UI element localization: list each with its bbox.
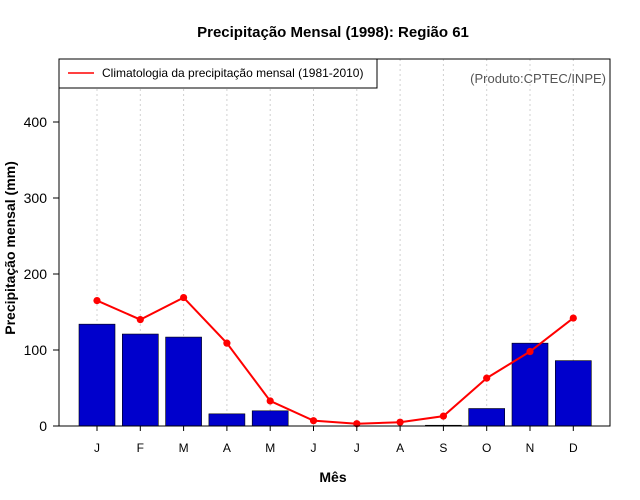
- bar-10: [511, 342, 549, 427]
- climatology-point-7: [396, 418, 404, 426]
- bar-series: [78, 323, 592, 427]
- bar-9: [468, 408, 506, 427]
- x-tick-label: M: [265, 441, 275, 455]
- climatology-series: [93, 293, 577, 428]
- legend: Climatologia da precipitação mensal (198…: [58, 58, 378, 89]
- y-axis-label: Precipitação mensal (mm): [2, 161, 18, 335]
- y-tick-label: 300: [24, 190, 48, 206]
- x-tick-label: S: [439, 441, 447, 455]
- x-tick-label: A: [396, 441, 404, 455]
- y-axis: 0 100 200 300 400: [24, 114, 59, 434]
- climatology-point-11: [569, 314, 577, 322]
- climatology-point-5: [309, 417, 318, 425]
- climatology-point-8: [439, 412, 447, 420]
- x-tick-label: M: [179, 441, 189, 455]
- climatology-point-0: [93, 297, 101, 305]
- legend-box: [58, 58, 378, 89]
- climatology-point-4: [266, 397, 274, 405]
- climatology-point-9: [483, 374, 491, 382]
- bar-4: [251, 410, 289, 427]
- y-tick-label: 0: [39, 418, 47, 434]
- x-tick-label: F: [137, 441, 144, 455]
- chart-title: Precipitação Mensal (1998): Região 61: [197, 24, 469, 41]
- x-tick-label: J: [311, 441, 317, 455]
- x-tick-label: D: [569, 441, 578, 455]
- climatology-point-1: [136, 316, 144, 324]
- bar-2: [165, 336, 202, 427]
- y-tick-label: 100: [24, 342, 48, 358]
- x-tick-label: N: [526, 441, 535, 455]
- climatology-line: [96, 296, 574, 425]
- x-tick-label: J: [94, 441, 100, 455]
- x-axis-label: Mês: [319, 469, 346, 485]
- bar-3: [208, 413, 246, 427]
- bar-1: [122, 333, 159, 427]
- climatology-point-2: [180, 293, 188, 302]
- climatology-point-10: [526, 347, 534, 356]
- y-tick-label: 200: [24, 266, 48, 282]
- product-credit: (Produto:CPTEC/INPE): [470, 71, 606, 86]
- climatology-point-3: [223, 339, 231, 347]
- x-tick-label: A: [223, 441, 231, 455]
- legend-label-climatology: Climatologia da precipitação mensal (198…: [102, 66, 363, 80]
- bar-0: [78, 323, 116, 427]
- y-tick-label: 400: [24, 114, 48, 130]
- x-tick-label: O: [482, 441, 491, 455]
- x-tick-label: J: [354, 441, 360, 455]
- bar-11: [554, 360, 592, 427]
